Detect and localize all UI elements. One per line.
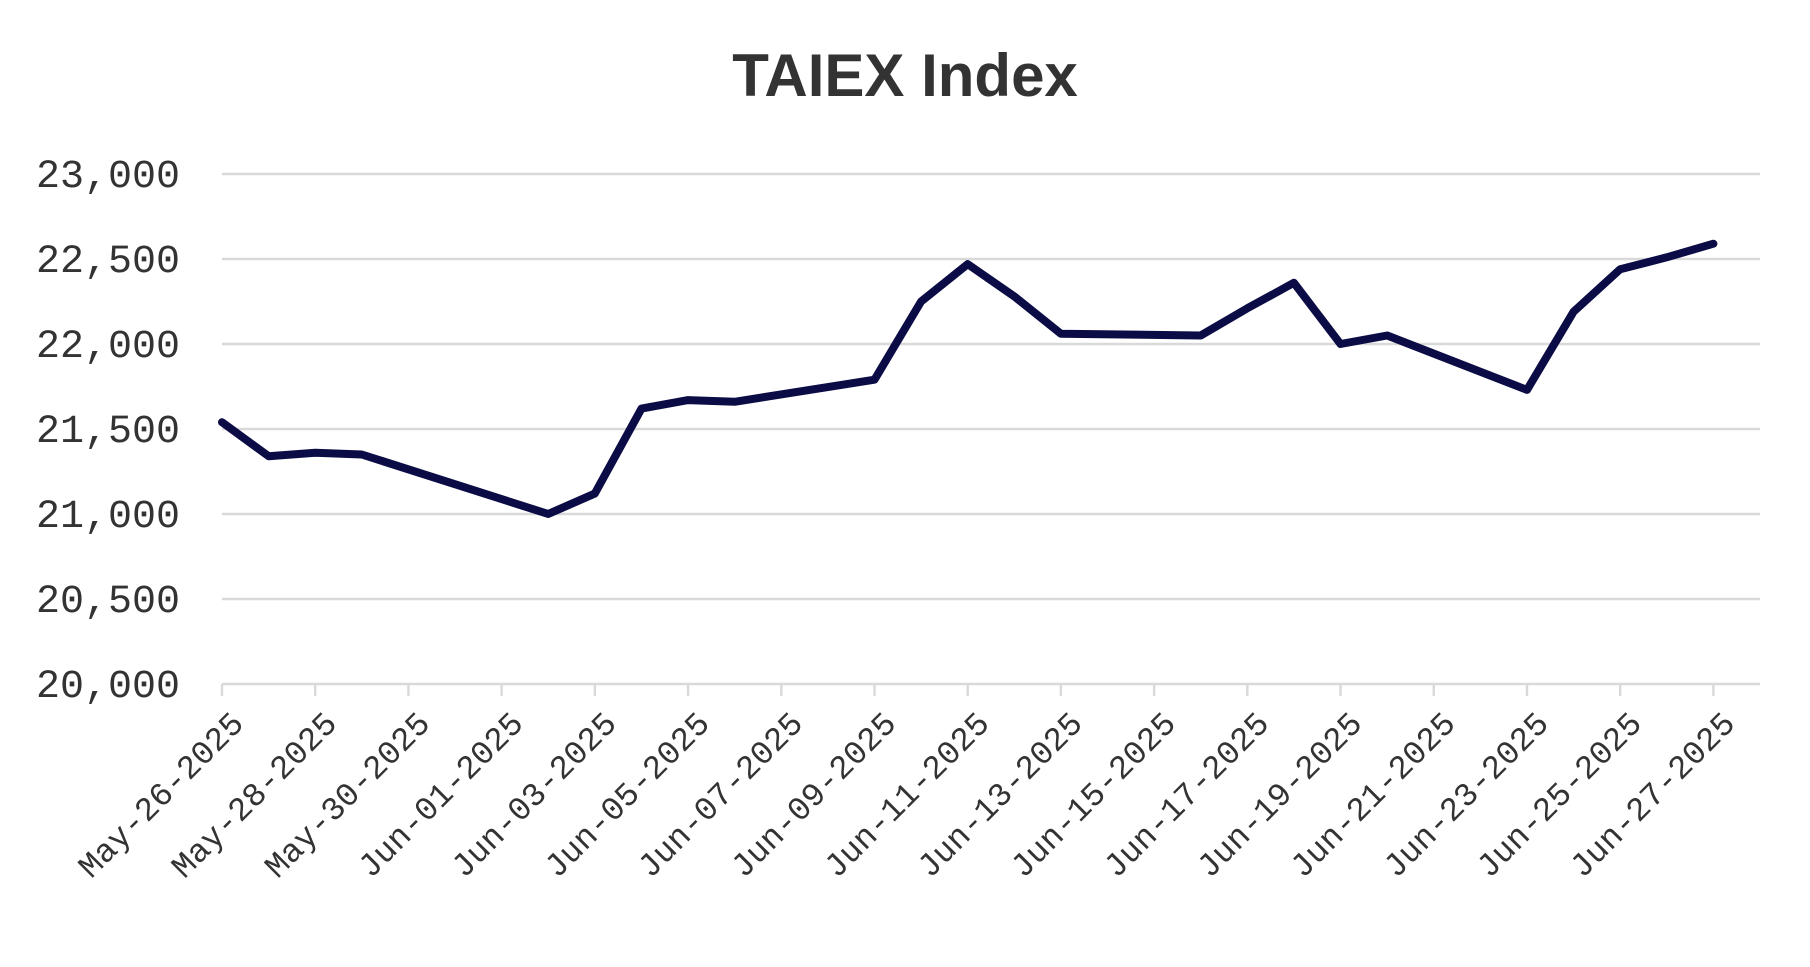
x-tick-label: Jun-01-2025 (352, 706, 532, 886)
chart-title: TAIEX Index (732, 42, 1078, 109)
x-tick-label: Jun-25-2025 (1470, 706, 1650, 886)
x-axis (220, 682, 1760, 696)
x-tick-label: Jun-15-2025 (1004, 706, 1184, 886)
x-tick-label: Jun-27-2025 (1564, 706, 1744, 886)
x-tick-label: May-30-2025 (259, 706, 439, 886)
y-tick-label: 22,500 (36, 240, 180, 285)
x-tick-label: Jun-03-2025 (445, 706, 625, 886)
y-tick-label: 20,000 (36, 665, 180, 710)
x-tick-label: May-26-2025 (72, 706, 252, 886)
series-line (218, 239, 1718, 518)
x-tick-label: Jun-17-2025 (1097, 706, 1277, 886)
x-axis-tick-labels: May-26-2025May-28-2025May-30-2025Jun-01-… (72, 706, 1744, 886)
x-tick-label: Jun-07-2025 (631, 706, 811, 886)
x-tick-label: Jun-13-2025 (911, 706, 1091, 886)
y-tick-label: 21,000 (36, 495, 180, 540)
x-tick-label: Jun-23-2025 (1377, 706, 1557, 886)
x-tick-label: Jun-19-2025 (1191, 706, 1371, 886)
y-tick-label: 23,000 (36, 155, 180, 200)
y-tick-label: 21,500 (36, 410, 180, 455)
y-tick-label: 22,000 (36, 325, 180, 370)
x-tick-label: Jun-11-2025 (818, 706, 998, 886)
y-tick-label: 20,500 (36, 580, 180, 625)
grid-lines (222, 172, 1760, 601)
x-tick-label: Jun-05-2025 (538, 706, 718, 886)
x-tick-label: Jun-09-2025 (725, 706, 905, 886)
x-tick-label: Jun-21-2025 (1284, 706, 1464, 886)
series-lines (218, 239, 1718, 518)
y-axis-tick-labels: 20,000 20,500 21,000 21,500 22,000 22,500 23,0… (36, 155, 180, 710)
x-tick-label: May-28-2025 (165, 706, 345, 886)
